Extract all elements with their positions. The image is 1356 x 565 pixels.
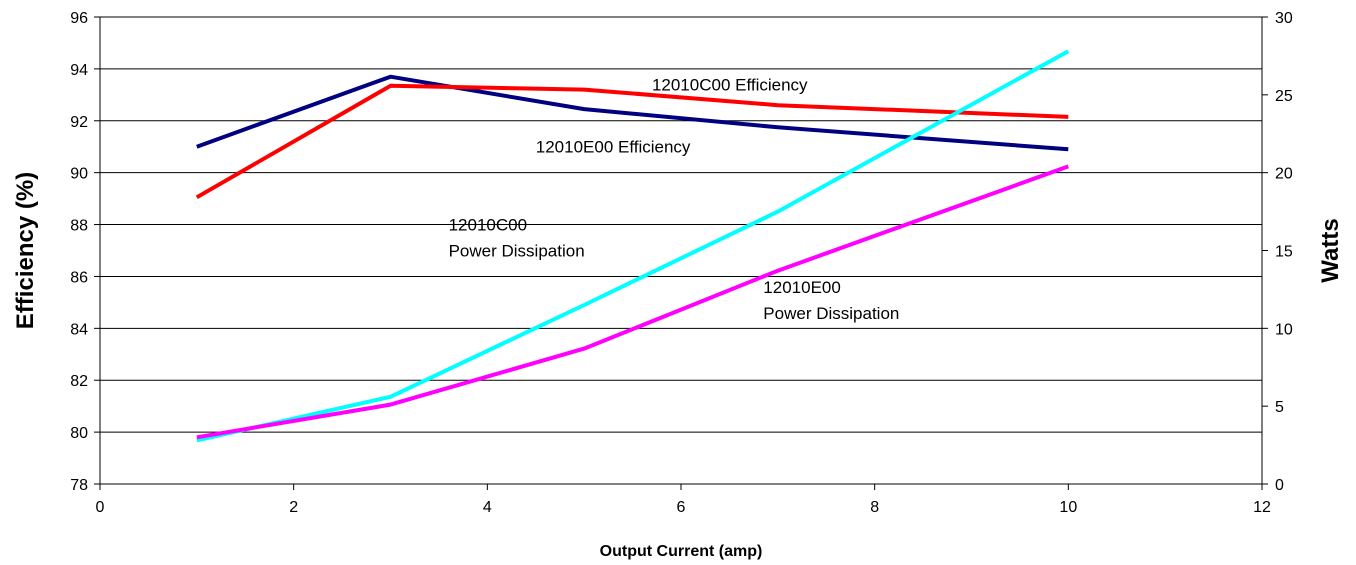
- annotation-label: 12010E00: [763, 278, 841, 297]
- y2-tick-label: 0: [1275, 477, 1284, 494]
- x-tick-label: 4: [483, 499, 492, 516]
- y2-tick-label: 5: [1275, 399, 1284, 416]
- x-tick-label: 6: [677, 499, 686, 516]
- annotation-label: 12010E00 Efficiency: [536, 138, 691, 157]
- y2-tick-label: 30: [1275, 10, 1293, 27]
- y2-tick-label: 10: [1275, 321, 1293, 338]
- series-line-1: [196, 74, 1069, 152]
- y2-axis-title: Watts: [1317, 218, 1344, 282]
- annotation-label: 12010C00: [449, 216, 527, 235]
- y-tick-label: 86: [70, 269, 88, 286]
- x-tick-label: 10: [1059, 499, 1077, 516]
- y-tick-label: 90: [70, 166, 88, 183]
- y-tick-label: 78: [70, 477, 88, 494]
- y-tick-label: 80: [70, 425, 88, 442]
- series-line-2: [195, 83, 1069, 200]
- annotations: 12010C00 Efficiency 12010E00 Efficiency 12…: [449, 75, 900, 322]
- x-tick-label: 2: [289, 499, 298, 516]
- x-axis-ticks: 0 2 4 6 8 10 12: [96, 484, 1271, 516]
- x-tick-label: 12: [1253, 499, 1271, 516]
- y-axis-title: Efficiency (%): [12, 172, 39, 329]
- annotation-label: Power Dissipation: [449, 242, 585, 261]
- x-axis-title: Output Current (amp): [600, 543, 763, 560]
- annotation-label: 12010C00 Efficiency: [652, 75, 808, 94]
- y-tick-label: 96: [70, 10, 88, 27]
- y2-tick-label: 15: [1275, 244, 1293, 261]
- series-line-4: [196, 164, 1069, 440]
- y2-tick-label: 25: [1275, 88, 1293, 105]
- y-tick-label: 82: [70, 373, 88, 390]
- series-line-3: [196, 49, 1070, 443]
- y-tick-label: 94: [70, 62, 88, 79]
- left-axis-ticks: 78 80 82 84 86 88 90 92 94 96: [70, 10, 100, 494]
- annotation-label: Power Dissipation: [763, 304, 899, 323]
- x-tick-label: 0: [96, 499, 105, 516]
- y-tick-label: 88: [70, 218, 88, 235]
- y2-tick-label: 20: [1275, 166, 1293, 183]
- x-tick-label: 8: [870, 499, 879, 516]
- right-axis-ticks: 0 5 10 15 20 25 30: [1262, 10, 1293, 494]
- y-tick-label: 92: [70, 114, 88, 131]
- series-lines: [195, 49, 1070, 443]
- y-tick-label: 84: [70, 321, 88, 338]
